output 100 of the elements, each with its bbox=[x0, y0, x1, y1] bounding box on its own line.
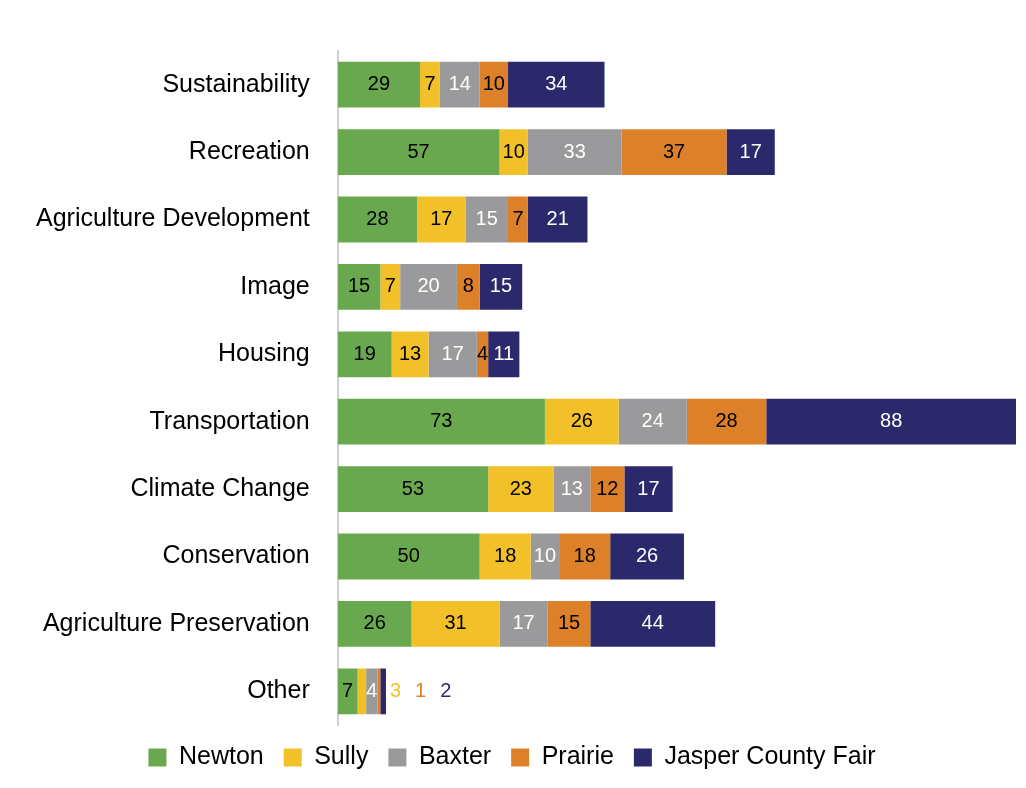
data-label: 17 bbox=[637, 476, 660, 499]
bar bbox=[377, 668, 381, 715]
legend-label: Baxter bbox=[418, 741, 492, 770]
bar bbox=[547, 600, 591, 647]
data-label: 3 bbox=[389, 678, 402, 701]
bar bbox=[618, 398, 687, 445]
data-label: 17 bbox=[441, 341, 464, 364]
y-tick-label: Climate Change bbox=[130, 472, 310, 501]
data-label: 17 bbox=[512, 611, 535, 634]
data-label: 8 bbox=[462, 274, 474, 297]
bar bbox=[488, 331, 520, 378]
y-tick-label: Conservation bbox=[162, 540, 310, 569]
bar bbox=[590, 600, 716, 647]
data-label: 19 bbox=[353, 341, 376, 364]
legend-label: Sully bbox=[314, 741, 369, 770]
bar bbox=[624, 466, 673, 513]
bar bbox=[417, 196, 466, 243]
data-label: 21 bbox=[546, 207, 569, 230]
data-label: 28 bbox=[366, 207, 389, 230]
data-label: 2 bbox=[440, 678, 452, 701]
bar bbox=[553, 466, 591, 513]
bar bbox=[527, 129, 622, 176]
bar bbox=[337, 196, 418, 243]
y-tick-label: Agriculture Development bbox=[35, 203, 310, 232]
data-label: 18 bbox=[573, 544, 596, 567]
data-label: 12 bbox=[596, 476, 619, 499]
data-label: 28 bbox=[715, 409, 738, 432]
bar bbox=[439, 61, 480, 108]
y-tick-label: Recreation bbox=[188, 135, 310, 164]
data-label: 44 bbox=[641, 611, 664, 634]
bar bbox=[428, 331, 477, 378]
data-label: 88 bbox=[880, 409, 903, 432]
data-label: 17 bbox=[430, 207, 453, 230]
bar bbox=[357, 668, 367, 715]
data-label: 15 bbox=[475, 207, 498, 230]
data-label: 23 bbox=[509, 476, 532, 499]
bar bbox=[420, 61, 440, 108]
data-label: 24 bbox=[641, 409, 664, 432]
data-label: 31 bbox=[444, 611, 467, 634]
data-label: 10 bbox=[533, 544, 557, 567]
bar bbox=[400, 263, 457, 310]
bar bbox=[337, 398, 545, 445]
bar bbox=[508, 196, 528, 243]
data-label: 26 bbox=[635, 544, 659, 567]
bar bbox=[337, 61, 421, 108]
legend-label: Newton bbox=[178, 741, 264, 770]
bar bbox=[544, 398, 619, 445]
data-label: 7 bbox=[384, 274, 396, 297]
bar bbox=[337, 129, 500, 176]
y-tick-label: Sustainability bbox=[162, 68, 311, 97]
bar bbox=[590, 466, 625, 513]
data-label: 4 bbox=[366, 678, 378, 701]
bar bbox=[766, 398, 1016, 445]
bar bbox=[380, 263, 401, 310]
y-tick-label: Transportation bbox=[149, 405, 310, 434]
bar bbox=[465, 196, 509, 243]
y-tick-label: Image bbox=[240, 270, 310, 299]
bar bbox=[411, 600, 500, 647]
bar bbox=[337, 600, 412, 647]
bar bbox=[380, 668, 386, 715]
data-label: 57 bbox=[407, 139, 430, 162]
bar bbox=[488, 466, 554, 513]
data-label: 10 bbox=[482, 72, 505, 95]
data-label: 17 bbox=[739, 139, 762, 162]
bar bbox=[337, 331, 392, 378]
bar bbox=[456, 263, 480, 310]
data-label: 15 bbox=[489, 274, 513, 297]
bar bbox=[479, 533, 531, 580]
data-label: 7 bbox=[512, 207, 524, 230]
data-label: 10 bbox=[502, 139, 525, 162]
legend-label: Jasper County Fair bbox=[664, 741, 876, 770]
data-label: 53 bbox=[401, 476, 425, 499]
bar bbox=[391, 331, 429, 378]
bar bbox=[726, 129, 775, 176]
data-label: 20 bbox=[417, 274, 440, 297]
data-label: 34 bbox=[545, 72, 568, 95]
bar bbox=[527, 196, 588, 243]
legend-label: Prairie bbox=[541, 741, 614, 770]
bar bbox=[686, 398, 767, 445]
data-label: 18 bbox=[494, 544, 517, 567]
data-label: 15 bbox=[347, 274, 371, 297]
bar bbox=[621, 129, 727, 176]
data-label: 4 bbox=[476, 341, 489, 364]
y-tick-label: Other bbox=[247, 675, 310, 704]
bar bbox=[508, 61, 605, 108]
data-label: 26 bbox=[570, 409, 593, 432]
bar bbox=[479, 263, 523, 310]
data-label: 26 bbox=[363, 611, 386, 634]
data-label: 13 bbox=[398, 341, 422, 364]
data-label: 73 bbox=[430, 409, 453, 432]
bar bbox=[337, 263, 381, 310]
bar bbox=[559, 533, 611, 580]
data-label: 14 bbox=[448, 72, 471, 95]
bar bbox=[337, 466, 489, 513]
data-label: 11 bbox=[493, 341, 515, 364]
data-label: 29 bbox=[367, 72, 391, 95]
data-label: 37 bbox=[662, 139, 686, 162]
bar bbox=[499, 600, 548, 647]
bar bbox=[337, 668, 358, 715]
data-label: 7 bbox=[424, 72, 436, 95]
